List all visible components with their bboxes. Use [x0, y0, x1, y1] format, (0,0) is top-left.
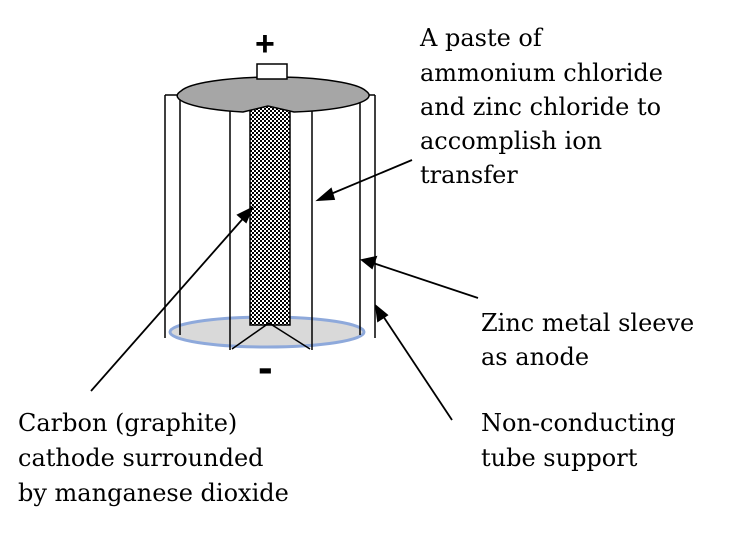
- paste-label-line-5: transfer: [420, 161, 518, 189]
- graphite-rod: [249, 104, 291, 326]
- paste-arrow: [315, 159, 413, 202]
- paste-layer: [229, 108, 313, 350]
- positive-sign: +: [255, 25, 275, 63]
- zinc-arrow: [359, 255, 479, 299]
- carbon-arrow: [90, 206, 254, 392]
- carbon-label-line-1: Carbon (graphite): [18, 409, 238, 437]
- support-label-line-2: tube support: [481, 444, 638, 472]
- support-arrow: [374, 303, 453, 421]
- zinc-label-line-1: Zinc metal sleeve: [481, 309, 695, 337]
- support-label-line-1: Non-conducting: [481, 409, 676, 437]
- carbon-label-line-3: by manganese dioxide: [18, 479, 289, 507]
- positive-terminal: [256, 63, 288, 80]
- negative-sign: -: [258, 343, 273, 392]
- paste-label-line-4: accomplish ion: [420, 127, 603, 155]
- rod-bottom-v: [231, 322, 311, 350]
- zinc-sleeve: [179, 95, 361, 335]
- paste-label-line-3: and zinc chloride to: [420, 93, 662, 121]
- paste-label-line-1: A paste of: [420, 24, 542, 52]
- top-cap: [176, 76, 370, 113]
- carbon-label-line-2: cathode surrounded: [18, 444, 264, 472]
- paste-label-line-2: ammonium chloride: [420, 59, 663, 87]
- zinc-label-line-2: as anode: [481, 343, 590, 371]
